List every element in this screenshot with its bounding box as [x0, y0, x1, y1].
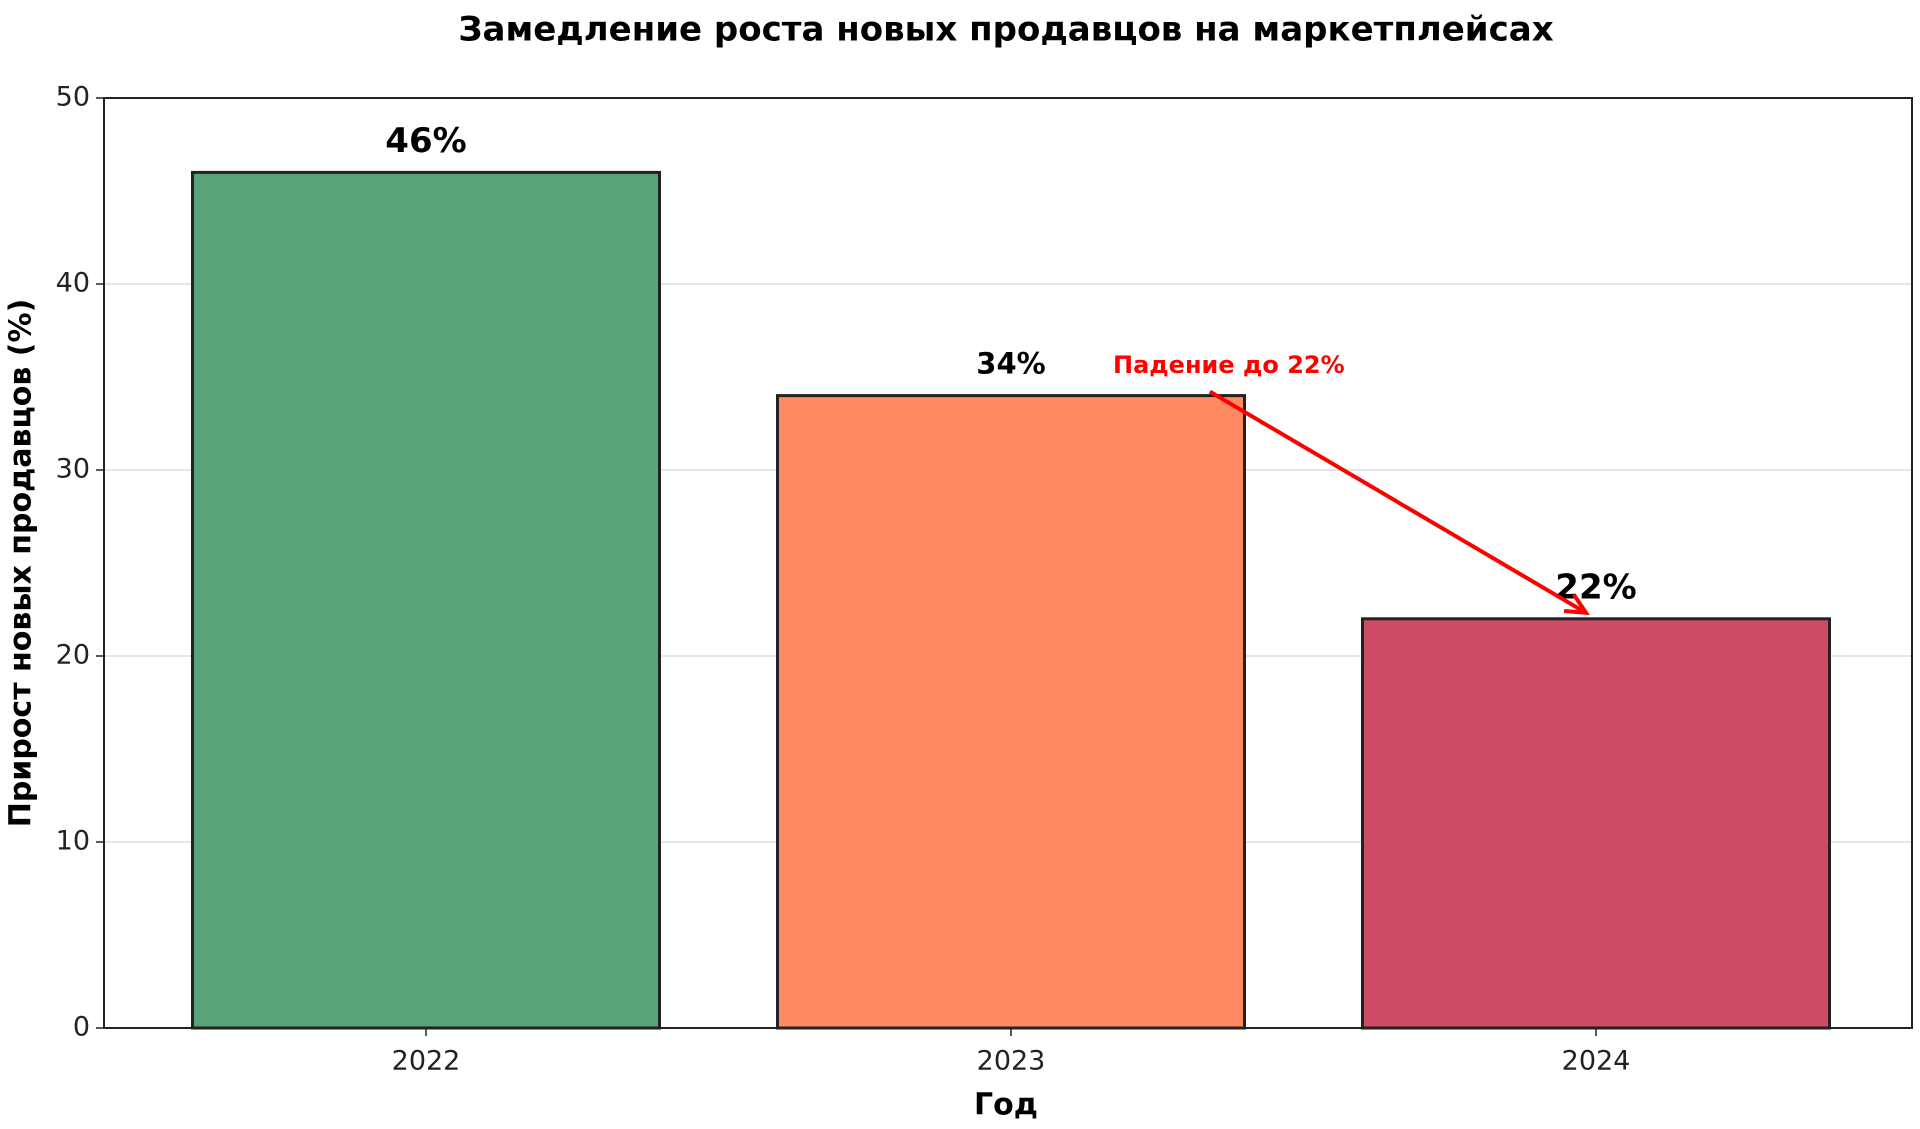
- annotation: Падение до 22%: [1113, 351, 1345, 379]
- x-tick-label: 2023: [977, 1046, 1046, 1077]
- x-tick-label: 2022: [392, 1046, 461, 1077]
- x-axis-label: Год: [974, 1088, 1038, 1123]
- x-tick-label: 2024: [1562, 1046, 1631, 1077]
- annotation-arrow: [1208, 389, 1588, 615]
- plot-frame: [103, 97, 1913, 1029]
- bar: [776, 394, 1246, 1030]
- y-tick-label: 50: [56, 82, 90, 113]
- annotation-arrow-head: [1563, 593, 1590, 616]
- y-tick-label: 10: [56, 826, 90, 857]
- bar: [1361, 617, 1831, 1030]
- value-label: 34%: [976, 347, 1045, 381]
- y-axis-label: Прирост новых продавцов (%): [4, 299, 39, 828]
- value-label: 46%: [385, 121, 466, 161]
- bar: [191, 170, 661, 1030]
- y-tick-label: 0: [73, 1012, 90, 1043]
- y-tick-label: 40: [56, 268, 90, 299]
- y-tick-label: 30: [56, 454, 90, 485]
- chart-title: Замедление роста новых продавцов на марк…: [458, 10, 1553, 50]
- y-tick-label: 20: [56, 640, 90, 671]
